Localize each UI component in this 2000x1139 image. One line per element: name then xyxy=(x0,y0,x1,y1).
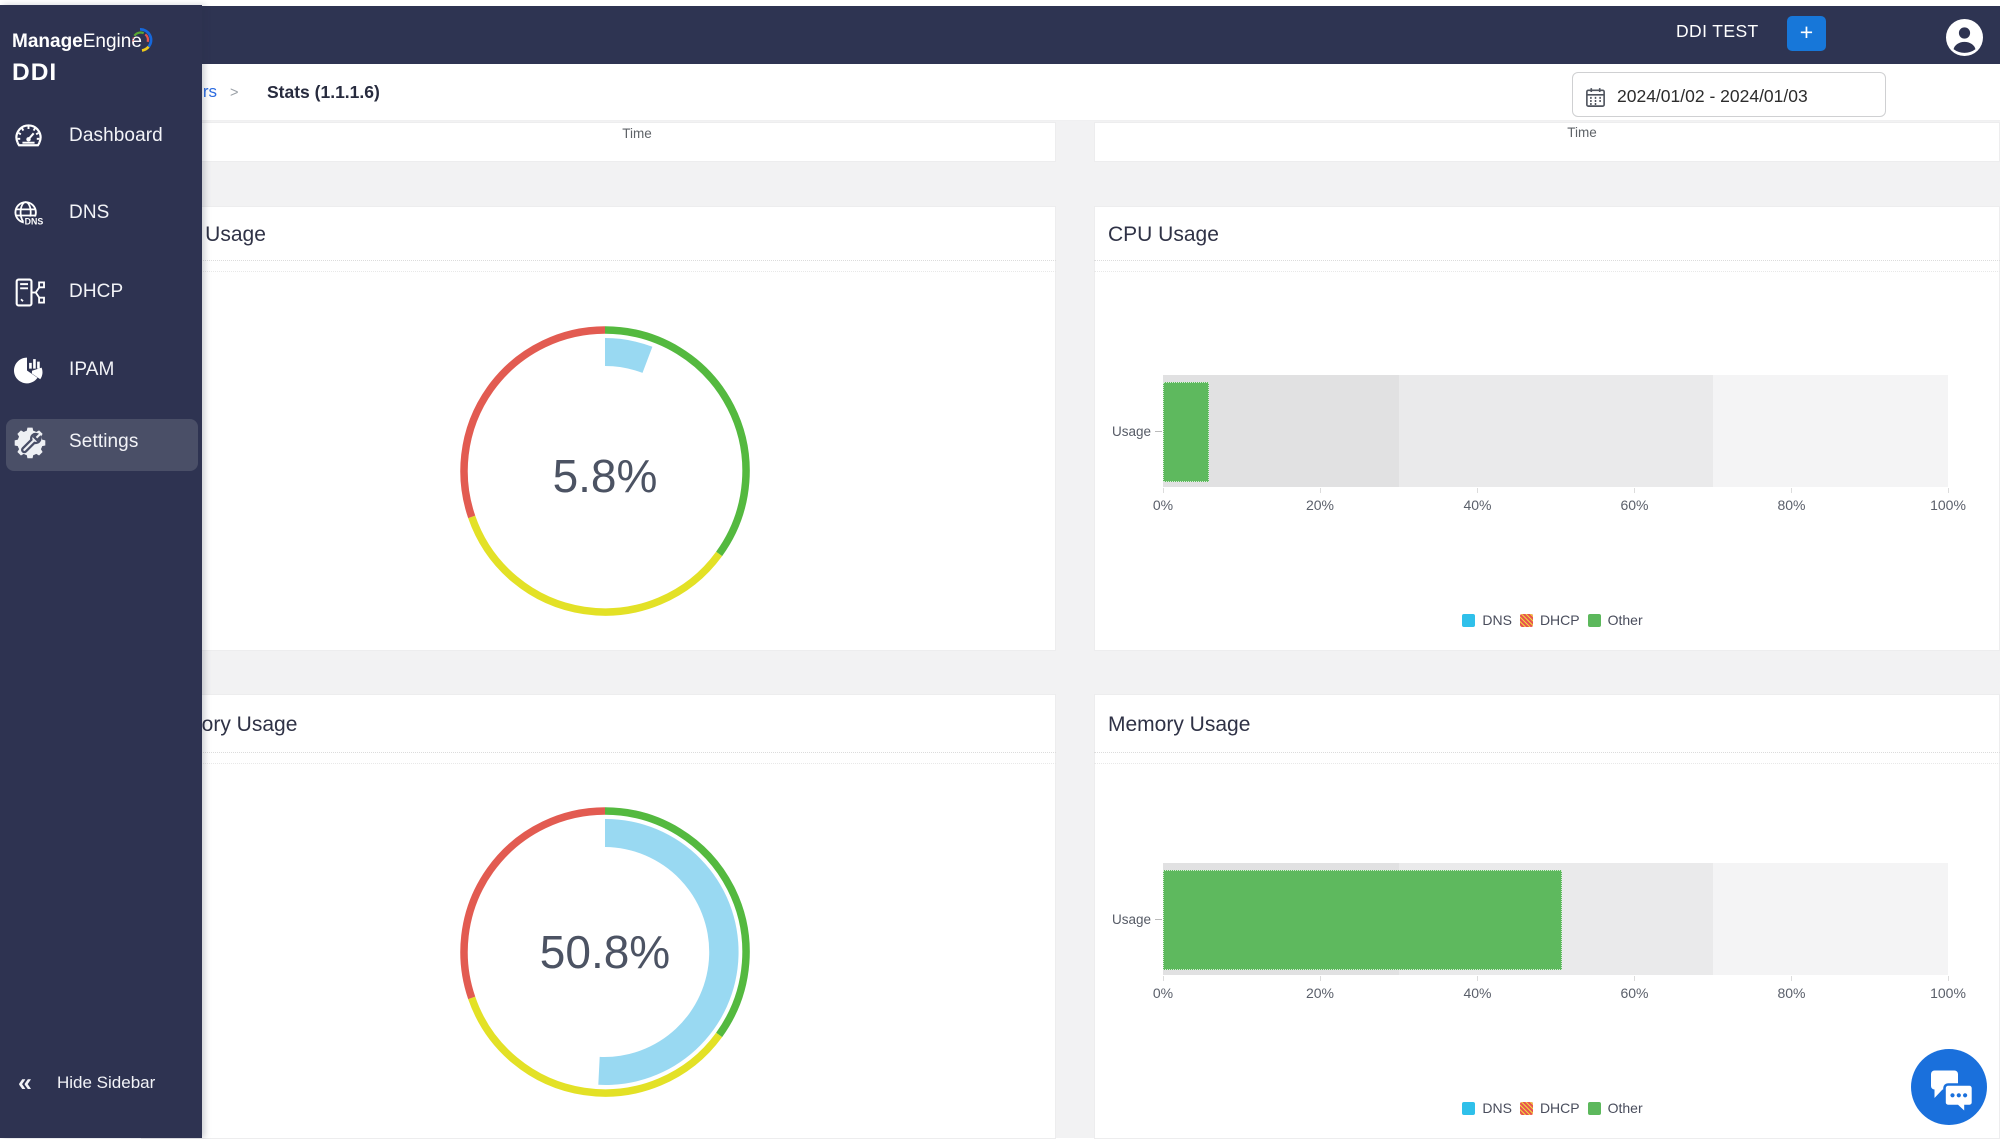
svg-text:DNS: DNS xyxy=(25,217,44,227)
